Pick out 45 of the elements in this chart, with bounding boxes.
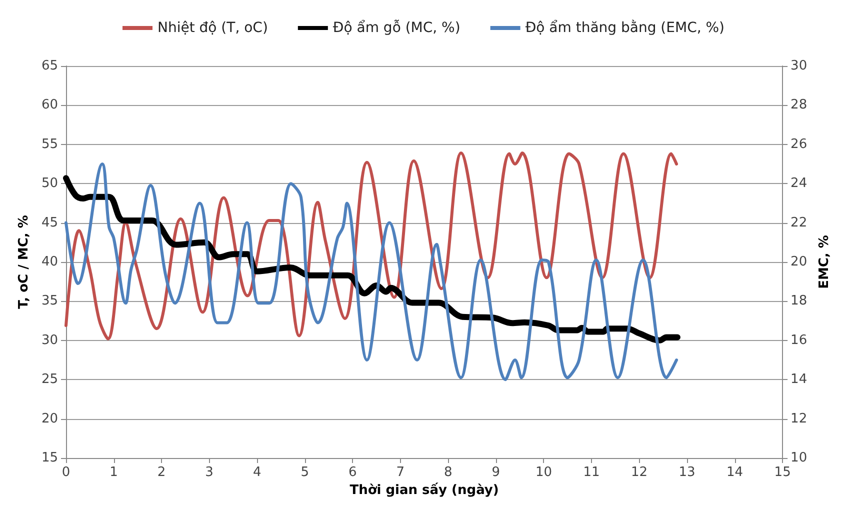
x-tick-label: 14	[726, 465, 744, 480]
x-tick-label: 3	[205, 465, 214, 480]
y-tick-label: 20	[41, 411, 58, 426]
y-tick-label: 30	[41, 332, 58, 348]
y-tick-label: 15	[41, 450, 58, 466]
x-tick-label: 2	[157, 465, 166, 480]
y-tick-label: 45	[41, 215, 58, 230]
y-tick-label: 60	[41, 98, 58, 113]
y-axis-title: T, oC / MC, %	[16, 215, 32, 309]
x-tick-label: 10	[535, 465, 552, 480]
y-tick-label: 50	[41, 176, 58, 192]
x-tick-label: 8	[444, 465, 452, 480]
x-tick-label: 13	[678, 465, 696, 480]
y2-tick-label: 30	[790, 58, 808, 74]
y-tick-label: 40	[41, 254, 58, 270]
y2-tick-label: 14	[790, 372, 808, 388]
legend-label: Độ ẩm thăng bằng (EMC, %)	[525, 19, 725, 36]
x-tick-label: 11	[583, 465, 600, 480]
y2-tick-label: 10	[790, 450, 808, 466]
x-axis-title: Thời gian sấy (ngày)	[350, 482, 499, 498]
x-tick-label: 15	[774, 465, 791, 480]
y2-tick-label: 18	[790, 294, 808, 309]
y-tick-label: 65	[41, 58, 58, 74]
y-tick-label: 55	[41, 136, 58, 152]
x-tick-label: 12	[630, 465, 648, 480]
y2-tick-label: 12	[790, 411, 808, 426]
x-tick-label: 9	[492, 465, 500, 480]
x-tick-label: 4	[252, 465, 262, 480]
y2-tick-label: 26	[790, 136, 808, 152]
x-tick-label: 1	[110, 465, 118, 480]
legend-label: Độ ẩm gỗ (MC, %)	[332, 19, 460, 36]
y2-tick-label: 22	[790, 215, 808, 230]
line-series	[64, 162, 678, 382]
x-tick-label: 7	[396, 465, 405, 480]
y2-tick-label: 20	[790, 254, 808, 270]
x-tick-label: 5	[300, 465, 309, 480]
x-tick-label: 0	[62, 465, 70, 480]
y2-axis-title: EMC, %	[817, 235, 832, 289]
y2-tick-label: 24	[790, 176, 808, 192]
y2-tick-label: 16	[790, 332, 808, 348]
y2-tick-label: 28	[790, 98, 808, 113]
y-tick-label: 35	[41, 294, 58, 309]
y-tick-label: 25	[41, 372, 58, 388]
x-tick-label: 6	[348, 465, 357, 480]
legend-label: Nhiệt độ (T, oC)	[157, 20, 268, 36]
